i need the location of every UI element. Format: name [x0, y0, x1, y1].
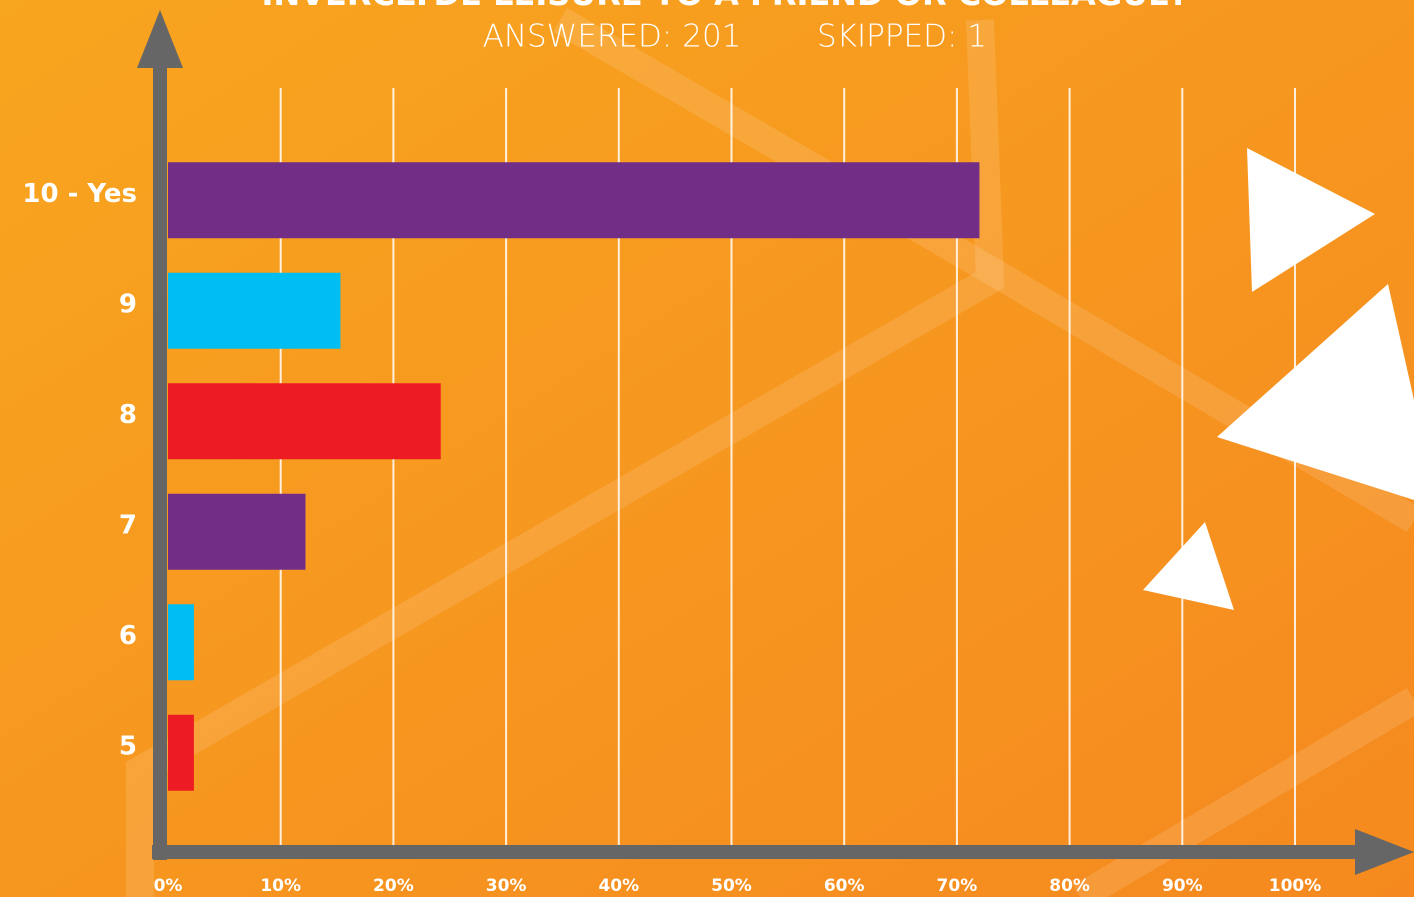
y-tick-label: 7 [119, 510, 137, 540]
decoration-triangles [1143, 148, 1414, 610]
subtitle: ANSWERED: 201 [483, 19, 742, 55]
bars [168, 162, 980, 791]
x-tick-label: 90% [1162, 876, 1203, 896]
y-tick-label: 6 [119, 621, 137, 651]
x-tick-label: 40% [598, 876, 639, 896]
x-tick-label: 80% [1049, 876, 1090, 896]
labels: 0% 10% 20% 30% 40% 50% 60% 70% 80% 90% 100% 10 - Ye… [22, 179, 1321, 896]
y-tick-label: 9 [119, 289, 137, 319]
x-tick-label: 10% [260, 876, 301, 896]
x-tick-label: 20% [373, 876, 414, 896]
bar [168, 383, 441, 460]
bar [168, 162, 980, 239]
y-tick-label: 5 [119, 731, 137, 761]
y-axis-arrow [137, 10, 183, 68]
x-axis-arrow [1355, 829, 1414, 875]
y-tick-label: 8 [119, 400, 137, 430]
x-axis [152, 845, 1362, 859]
x-tick-label: 50% [711, 876, 752, 896]
subtitle: SKIPPED: 1 [817, 19, 987, 55]
x-tick-label: 60% [824, 876, 865, 896]
x-tick-label: 70% [937, 876, 978, 896]
x-tick-label: 30% [486, 876, 527, 896]
y-tick-label: 10 - Yes [22, 179, 137, 209]
axes [137, 10, 1414, 875]
bar [168, 272, 341, 349]
y-axis [153, 60, 167, 860]
x-tick-label: 0% [154, 876, 183, 896]
bar [168, 714, 194, 791]
bar [168, 604, 194, 681]
x-tick-label: 100% [1269, 876, 1322, 896]
bar [168, 493, 306, 570]
chart-title: INVERCLYDE LEISURE TO A FRIEND OR COLLEA… [262, 0, 1189, 13]
